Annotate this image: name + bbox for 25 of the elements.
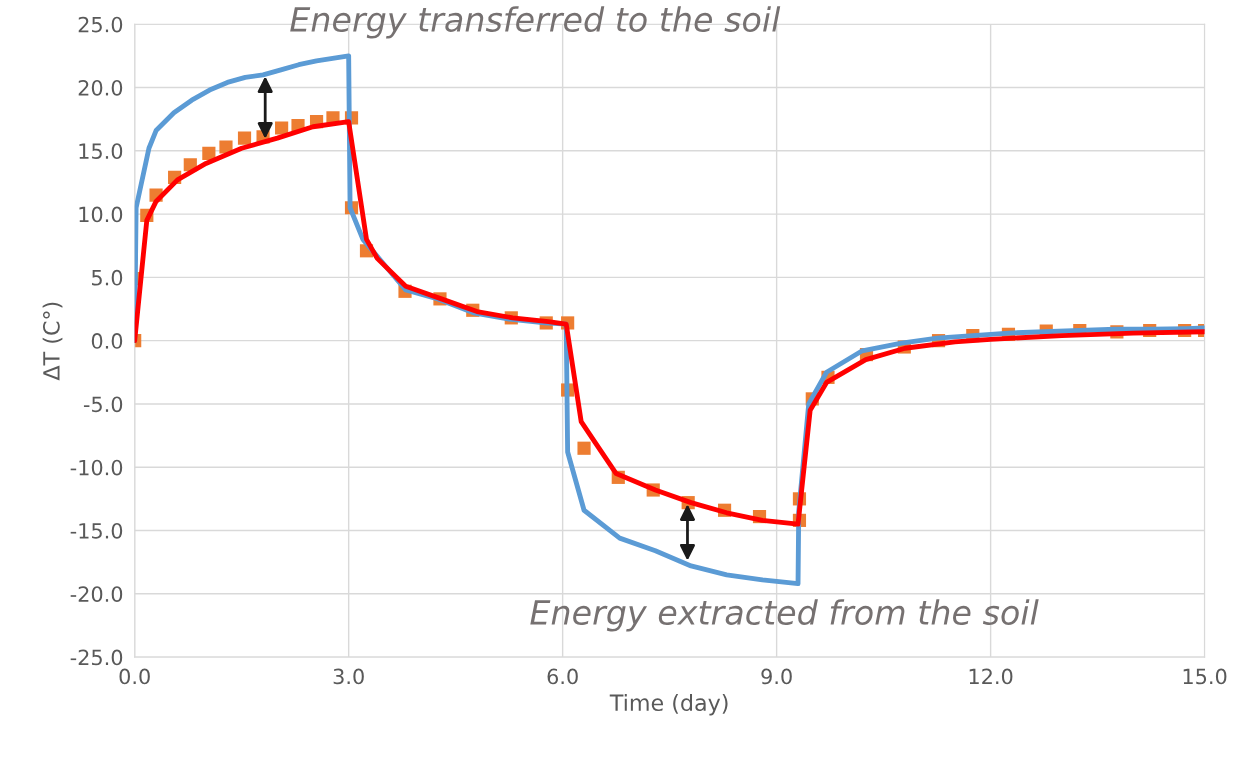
y-tick-label: -5.0 <box>83 396 123 413</box>
point <box>237 131 252 145</box>
x-tick-label: 0.0 <box>119 668 150 685</box>
annotation: Energy transferred to the soil <box>290 6 781 39</box>
x-tick-label: 9.0 <box>761 668 792 685</box>
y-tick-label: -10.0 <box>70 459 123 476</box>
x-tick-label: 15.0 <box>1183 668 1227 685</box>
y-tick-label: 15.0 <box>79 143 123 160</box>
x-axis-title: Time (day) <box>609 693 728 716</box>
point <box>275 121 289 135</box>
point <box>577 441 591 455</box>
y-tick-label: -20.0 <box>70 586 123 602</box>
y-tick-label: -25.0 <box>70 649 123 666</box>
x-tick-label: 3.0 <box>333 668 364 685</box>
y-tick-label: 5.0 <box>92 269 123 286</box>
point <box>202 146 216 160</box>
annotation: Energy extracted from the soil <box>530 599 1039 632</box>
x-tick-label: 12.0 <box>969 668 1013 685</box>
y-tick-label: 20.0 <box>78 79 123 96</box>
x-tick-label: 6.0 <box>547 668 578 685</box>
y-axis-title: ΔT (C°) <box>42 302 63 381</box>
y-tick-label: -15.0 <box>70 522 123 539</box>
y-tick-label: 0.0 <box>91 333 123 349</box>
y-tick-label: 25.0 <box>78 16 123 33</box>
y-tick-label: 10.0 <box>79 206 123 223</box>
